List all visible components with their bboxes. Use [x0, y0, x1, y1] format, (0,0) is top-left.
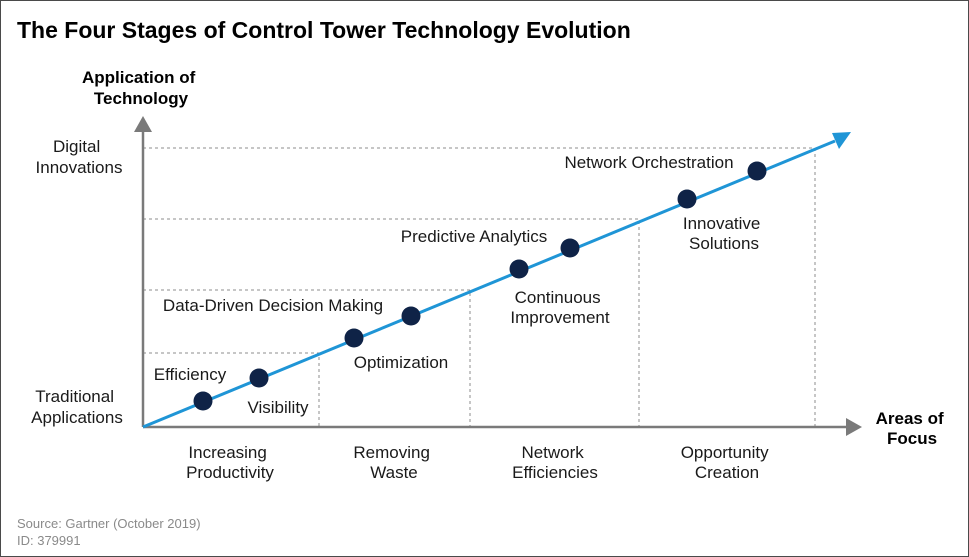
label-network-orchestration: Network Orchestration: [564, 153, 733, 172]
x-axis-title: Areas of Focus: [876, 409, 949, 448]
guide-stage-2: [143, 289, 471, 427]
label-visibility: Visibility: [247, 398, 309, 417]
stage-label-3: Network Efficiencies: [512, 443, 598, 482]
dot-data-driven: [401, 306, 421, 326]
y-axis-top-label: Digital Innovations: [36, 137, 123, 177]
y-axis-arrowhead: [134, 116, 152, 132]
source-line: Source: Gartner (October 2019): [17, 516, 201, 531]
label-continuous-improvement: Continuous Improvement: [510, 288, 609, 327]
label-predictive-analytics: Predictive Analytics: [401, 227, 547, 246]
source-note: Source: Gartner (October 2019) ID: 37999…: [17, 515, 201, 549]
stage-label-4: Opportunity Creation: [681, 443, 774, 482]
trend-arrowhead: [832, 132, 851, 149]
dot-continuous-improvement: [509, 259, 529, 279]
dot-predictive-analytics: [560, 238, 580, 258]
dot-efficiency: [193, 391, 213, 411]
x-axis-arrowhead: [846, 418, 862, 436]
y-axis-title: Application of Technology: [82, 68, 200, 108]
dot-optimization: [344, 328, 364, 348]
diagram-title: The Four Stages of Control Tower Technol…: [17, 17, 631, 43]
stage-label-1: Increasing Productivity: [186, 443, 274, 482]
stage-label-2: Removing Waste: [353, 443, 434, 482]
milestone-dots: [193, 161, 767, 411]
document-id: ID: 379991: [17, 533, 81, 548]
dot-innovative-solutions: [677, 189, 697, 209]
dot-visibility: [249, 368, 269, 388]
trend-line: [142, 139, 836, 429]
dot-network-orchestration: [747, 161, 767, 181]
label-efficiency: Efficiency: [154, 365, 227, 384]
axes: [134, 116, 862, 436]
label-data-driven-decision-making: Data-Driven Decision Making: [163, 296, 383, 315]
label-optimization: Optimization: [354, 353, 448, 372]
y-axis-bottom-label: Traditional Applications: [31, 387, 123, 427]
label-innovative-solutions: Innovative Solutions: [683, 214, 765, 253]
